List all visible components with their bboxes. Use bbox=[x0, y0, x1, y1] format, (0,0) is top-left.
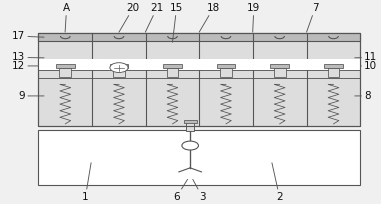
Text: 6: 6 bbox=[173, 179, 187, 202]
Text: 15: 15 bbox=[170, 3, 183, 42]
Bar bbox=[38, 59, 92, 70]
Bar bbox=[38, 130, 360, 185]
Bar bbox=[270, 64, 289, 68]
Text: 1: 1 bbox=[82, 163, 91, 202]
Text: 18: 18 bbox=[199, 3, 220, 32]
Bar bbox=[274, 68, 286, 77]
Bar bbox=[166, 68, 178, 77]
Text: A: A bbox=[63, 3, 70, 32]
Bar bbox=[56, 64, 75, 68]
Text: 10: 10 bbox=[355, 61, 377, 71]
Text: 12: 12 bbox=[12, 61, 44, 71]
Text: 2: 2 bbox=[272, 163, 283, 202]
Circle shape bbox=[182, 141, 199, 150]
Bar bbox=[113, 68, 125, 77]
Bar bbox=[146, 59, 199, 70]
Text: 11: 11 bbox=[355, 52, 378, 62]
Bar bbox=[253, 59, 307, 70]
Bar bbox=[324, 64, 343, 68]
Bar bbox=[186, 122, 194, 131]
Bar bbox=[184, 120, 197, 123]
Bar bbox=[199, 59, 253, 70]
Text: 20: 20 bbox=[119, 3, 140, 32]
Bar bbox=[38, 33, 360, 126]
Bar bbox=[59, 68, 71, 77]
Bar bbox=[38, 33, 360, 126]
Text: 13: 13 bbox=[12, 52, 44, 62]
Bar bbox=[328, 68, 339, 77]
Circle shape bbox=[110, 63, 128, 72]
Text: 9: 9 bbox=[19, 91, 44, 101]
Bar bbox=[38, 33, 360, 41]
Text: 3: 3 bbox=[193, 179, 205, 202]
Bar bbox=[92, 59, 146, 70]
Text: 21: 21 bbox=[145, 3, 164, 32]
Bar bbox=[307, 59, 360, 70]
Text: 17: 17 bbox=[12, 31, 44, 41]
Bar bbox=[163, 64, 182, 68]
Text: 8: 8 bbox=[355, 91, 371, 101]
Text: 7: 7 bbox=[307, 3, 319, 32]
Text: 19: 19 bbox=[247, 3, 261, 32]
Bar bbox=[216, 64, 235, 68]
Bar bbox=[220, 68, 232, 77]
Bar bbox=[110, 64, 128, 68]
